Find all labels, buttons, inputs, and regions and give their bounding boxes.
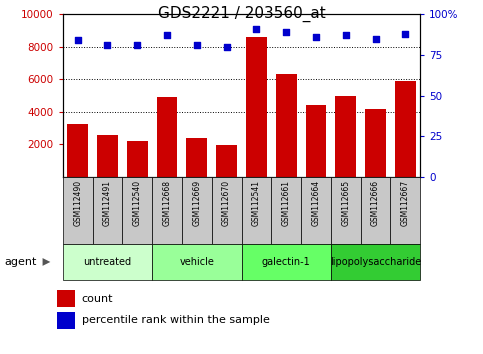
Text: GSM112540: GSM112540 xyxy=(133,181,142,227)
Bar xyxy=(365,109,386,177)
Bar xyxy=(276,74,297,177)
Text: vehicle: vehicle xyxy=(179,257,214,267)
FancyBboxPatch shape xyxy=(271,177,301,244)
Text: untreated: untreated xyxy=(84,257,131,267)
FancyBboxPatch shape xyxy=(212,177,242,244)
FancyBboxPatch shape xyxy=(242,177,271,244)
Bar xyxy=(216,145,237,177)
Bar xyxy=(186,138,207,177)
Point xyxy=(342,33,350,38)
Bar xyxy=(306,104,327,177)
Text: GSM112491: GSM112491 xyxy=(103,181,112,226)
Text: GSM112541: GSM112541 xyxy=(252,181,261,226)
Point xyxy=(282,29,290,35)
FancyBboxPatch shape xyxy=(242,244,331,280)
FancyBboxPatch shape xyxy=(331,244,420,280)
FancyBboxPatch shape xyxy=(152,244,242,280)
Bar xyxy=(57,290,75,307)
Text: lipopolysaccharide: lipopolysaccharide xyxy=(330,257,421,267)
Point xyxy=(133,42,141,48)
Point xyxy=(193,42,201,48)
Point xyxy=(253,26,260,32)
FancyBboxPatch shape xyxy=(182,177,212,244)
Text: percentile rank within the sample: percentile rank within the sample xyxy=(82,315,270,325)
Bar xyxy=(156,97,177,177)
FancyBboxPatch shape xyxy=(301,177,331,244)
FancyBboxPatch shape xyxy=(63,177,93,244)
FancyBboxPatch shape xyxy=(390,177,420,244)
Text: agent: agent xyxy=(5,257,37,267)
Text: GSM112661: GSM112661 xyxy=(282,181,291,226)
Bar xyxy=(97,136,118,177)
Bar xyxy=(57,312,75,329)
Bar xyxy=(67,124,88,177)
Text: GSM112666: GSM112666 xyxy=(371,181,380,227)
Point xyxy=(223,44,230,50)
Text: galectin-1: galectin-1 xyxy=(262,257,311,267)
Bar xyxy=(395,81,416,177)
FancyBboxPatch shape xyxy=(361,177,390,244)
Bar xyxy=(246,37,267,177)
Point xyxy=(163,33,171,38)
FancyBboxPatch shape xyxy=(93,177,122,244)
Text: GSM112490: GSM112490 xyxy=(73,181,82,227)
Text: GSM112664: GSM112664 xyxy=(312,181,320,227)
Text: GSM112670: GSM112670 xyxy=(222,181,231,227)
FancyBboxPatch shape xyxy=(63,244,152,280)
FancyBboxPatch shape xyxy=(152,177,182,244)
Bar xyxy=(127,141,148,177)
Bar xyxy=(335,96,356,177)
Text: GSM112668: GSM112668 xyxy=(163,181,171,226)
FancyBboxPatch shape xyxy=(331,177,361,244)
Text: GSM112667: GSM112667 xyxy=(401,181,410,227)
Point xyxy=(104,42,112,48)
Text: GDS2221 / 203560_at: GDS2221 / 203560_at xyxy=(157,5,326,22)
FancyBboxPatch shape xyxy=(122,177,152,244)
Text: GSM112669: GSM112669 xyxy=(192,181,201,227)
Point xyxy=(74,38,82,43)
Point xyxy=(312,34,320,40)
Point xyxy=(372,36,380,41)
Point xyxy=(401,31,409,36)
Text: count: count xyxy=(82,294,114,304)
Text: GSM112665: GSM112665 xyxy=(341,181,350,227)
